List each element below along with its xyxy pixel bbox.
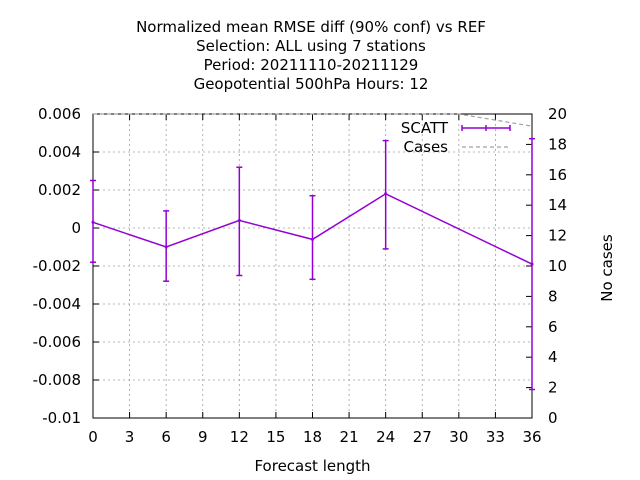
y-tick-label: -0.01 xyxy=(42,409,81,427)
data-point xyxy=(164,245,168,249)
y2-tick-label: 4 xyxy=(548,348,558,366)
legend-label: Cases xyxy=(403,138,448,156)
x-axis-label: Forecast length xyxy=(254,457,370,475)
y-tick-label: -0.004 xyxy=(33,295,81,313)
series-line-scatt xyxy=(92,192,533,265)
legend-label: SCATT xyxy=(401,119,449,137)
y2-tick-label: 0 xyxy=(548,409,558,427)
title-line: Normalized mean RMSE diff (90% conf) vs … xyxy=(136,18,486,36)
x-tick-label: 15 xyxy=(266,428,285,446)
chart-title: Normalized mean RMSE diff (90% conf) vs … xyxy=(136,18,486,93)
data-point xyxy=(384,192,388,196)
x-axis: 0 3 6 9 12 15 18 21 24 27 30 33 36 xyxy=(88,114,542,446)
y-axis: 0.006 0.004 0.002 0 -0.002 -0.004 -0.006 -0.008… xyxy=(33,105,99,427)
y2-tick-label: 6 xyxy=(548,318,558,336)
x-tick-label: 0 xyxy=(88,428,98,446)
y-tick-label: 0.006 xyxy=(38,105,81,123)
y-tick-label: 0 xyxy=(71,219,81,237)
x-tick-label: 36 xyxy=(522,428,541,446)
y-tick-label: -0.002 xyxy=(33,257,81,275)
x-tick-label: 27 xyxy=(413,428,432,446)
y2-tick-label: 14 xyxy=(548,196,567,214)
title-line: Geopotential 500hPa Hours: 12 xyxy=(194,75,429,93)
y2-tick-label: 12 xyxy=(548,227,567,245)
x-tick-label: 6 xyxy=(161,428,171,446)
y2-tick-label: 2 xyxy=(548,379,558,397)
x-tick-label: 33 xyxy=(486,428,505,446)
y-tick-label: 0.002 xyxy=(38,181,81,199)
data-point xyxy=(91,220,95,224)
x-tick-label: 12 xyxy=(230,428,249,446)
y2-tick-label: 10 xyxy=(548,257,567,275)
series-line-cases xyxy=(93,113,533,127)
y-tick-label: -0.006 xyxy=(33,333,81,351)
x-tick-label: 18 xyxy=(303,428,322,446)
title-line: Period: 20211110-20211129 xyxy=(204,56,419,74)
y2-tick-label: 8 xyxy=(548,287,558,305)
data-point xyxy=(311,237,314,241)
x-tick-label: 9 xyxy=(198,428,208,446)
y-tick-label: 0.004 xyxy=(38,143,81,161)
y-tick-label: -0.008 xyxy=(33,371,81,389)
y2-tick-label: 20 xyxy=(548,105,567,123)
title-line: Selection: ALL using 7 stations xyxy=(196,37,426,55)
y2-axis-label: No cases xyxy=(598,234,616,302)
y2-tick-label: 16 xyxy=(548,166,567,184)
x-tick-label: 3 xyxy=(125,428,135,446)
x-tick-label: 21 xyxy=(340,428,359,446)
data-point xyxy=(237,218,241,222)
series-group xyxy=(90,113,535,391)
x-tick-label: 24 xyxy=(376,428,395,446)
y2-tick-label: 18 xyxy=(548,135,567,153)
data-point xyxy=(530,262,534,266)
x-tick-label: 30 xyxy=(449,428,468,446)
